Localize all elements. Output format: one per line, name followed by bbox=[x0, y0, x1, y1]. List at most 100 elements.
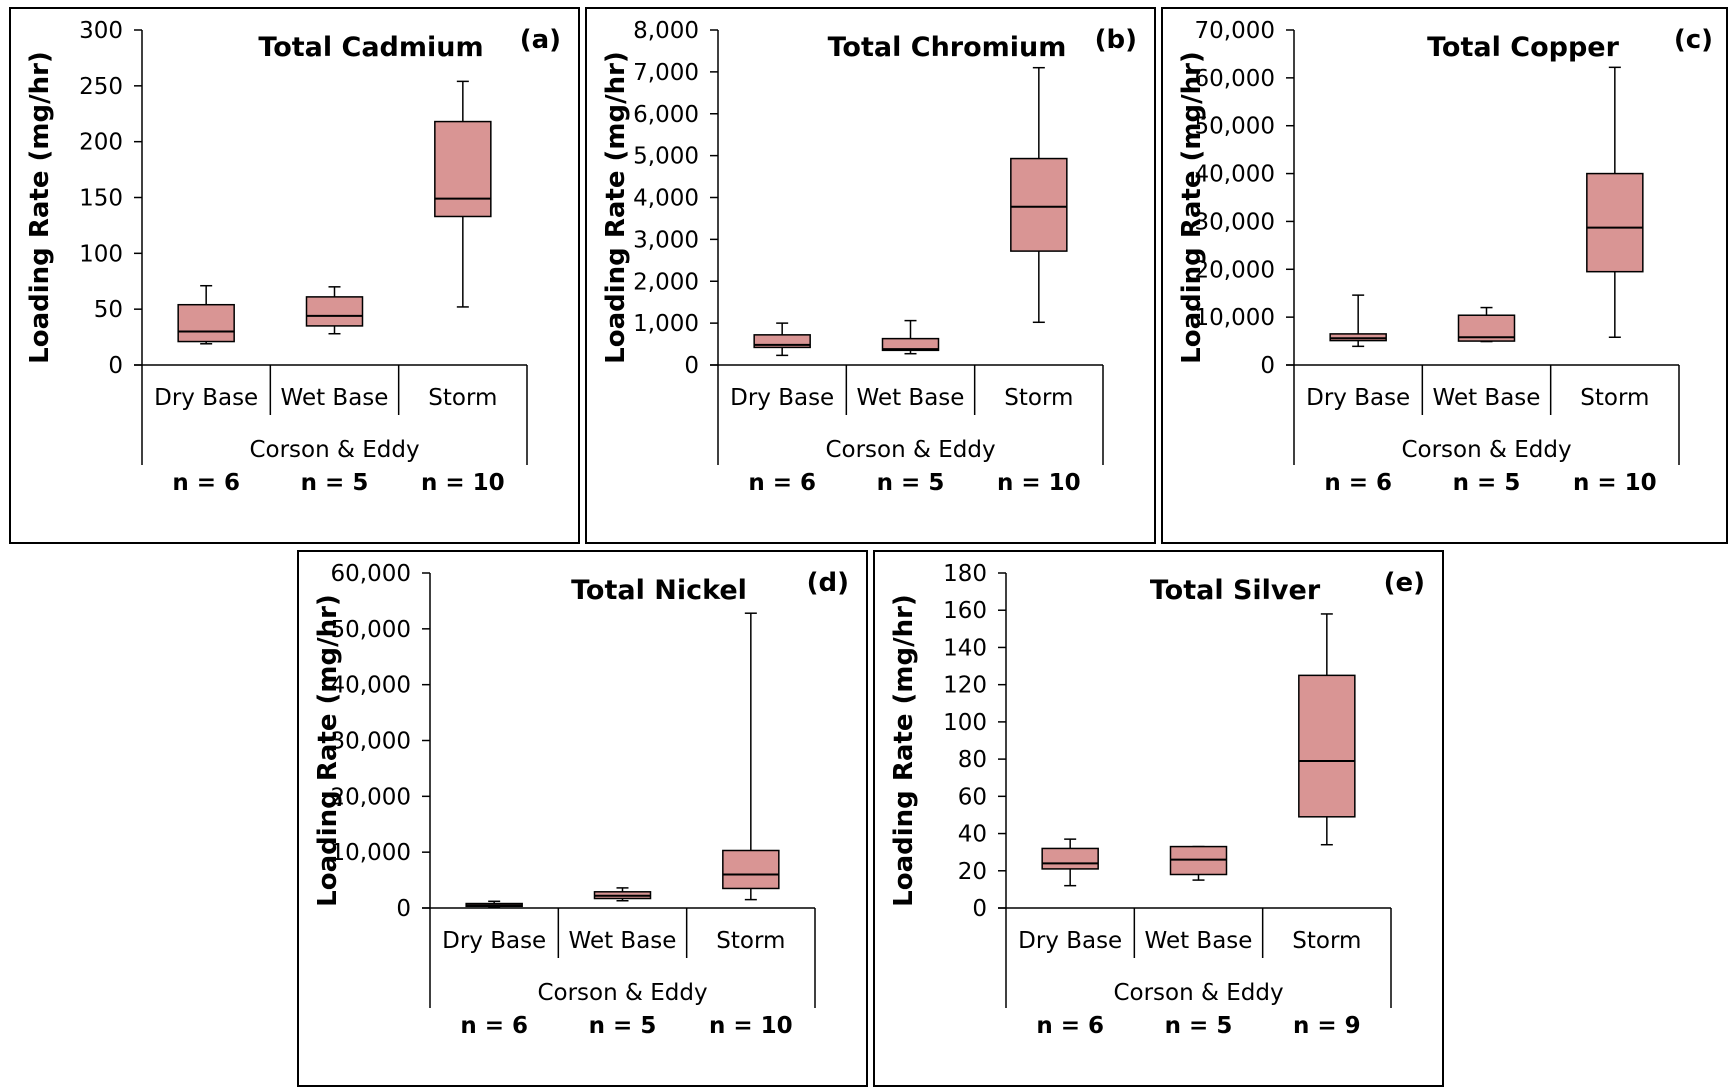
y-tick-label: 40 bbox=[958, 822, 987, 848]
box-storm bbox=[1298, 674, 1356, 818]
category-label-wet-base: Wet Base bbox=[281, 385, 389, 411]
y-tick-label: 6,000 bbox=[633, 102, 699, 128]
box-storm bbox=[434, 120, 492, 218]
y-tick-label: 4,000 bbox=[633, 186, 699, 212]
y-tick-label: 10,000 bbox=[331, 840, 411, 866]
x-group-label: Corson & Eddy bbox=[825, 437, 995, 463]
sample-size-label: n = 10 bbox=[421, 470, 505, 496]
y-tick-label: 3,000 bbox=[633, 227, 699, 253]
y-axis-label: Loading Rate (mg/hr) bbox=[601, 51, 631, 364]
category-label-dry-base: Dry Base bbox=[1306, 385, 1410, 411]
chart-panel-b: 0 1,000 2,000 3,000 4,000 5,000 6,000 7,000 8,00… bbox=[585, 7, 1156, 544]
box-dry-base bbox=[177, 303, 235, 343]
box-storm bbox=[1586, 172, 1644, 273]
box-storm bbox=[722, 849, 780, 890]
y-tick-label: 40,000 bbox=[331, 673, 411, 699]
y-axis-label: Loading Rate (mg/hr) bbox=[1177, 51, 1207, 364]
sample-size-label: n = 6 bbox=[460, 1013, 528, 1039]
box-dry-base bbox=[1041, 847, 1099, 870]
sample-size-label: n = 6 bbox=[1324, 470, 1392, 496]
y-tick-label: 7,000 bbox=[633, 60, 699, 86]
y-tick-label: 50,000 bbox=[1195, 114, 1275, 140]
y-tick-label: 70,000 bbox=[1195, 18, 1275, 44]
sample-size-label: n = 9 bbox=[1293, 1013, 1361, 1039]
y-tick-label: 120 bbox=[943, 673, 987, 699]
panel-letter: (e) bbox=[1384, 568, 1425, 598]
sample-size-label: n = 5 bbox=[1453, 470, 1521, 496]
y-tick-label: 300 bbox=[79, 18, 123, 44]
category-label-storm: Storm bbox=[1292, 928, 1361, 954]
category-label-storm: Storm bbox=[1580, 385, 1649, 411]
chart-svg-b: 0 1,000 2,000 3,000 4,000 5,000 6,000 7,000 8,00… bbox=[601, 18, 1137, 496]
box-storm bbox=[1010, 157, 1068, 252]
y-tick-label: 8,000 bbox=[633, 18, 699, 44]
y-tick-label: 2,000 bbox=[633, 269, 699, 295]
sample-size-label: n = 5 bbox=[589, 1013, 657, 1039]
chart-panel-d: 0 10,000 20,000 30,000 40,000 50,000 60,000 Dry… bbox=[297, 550, 868, 1087]
sample-size-label: n = 6 bbox=[172, 470, 240, 496]
y-tick-label: 160 bbox=[943, 598, 987, 624]
y-tick-label: 10,000 bbox=[1195, 305, 1275, 331]
chart-title: Total Silver bbox=[1150, 575, 1321, 606]
chart-title: Total Cadmium bbox=[258, 32, 483, 63]
y-tick-label: 200 bbox=[79, 130, 123, 156]
x-group-label: Corson & Eddy bbox=[537, 980, 707, 1006]
y-tick-label: 0 bbox=[396, 896, 411, 922]
box-wet-base bbox=[305, 296, 364, 327]
panel-letter: (d) bbox=[807, 568, 849, 598]
y-tick-label: 5,000 bbox=[633, 144, 699, 170]
y-tick-label: 30,000 bbox=[331, 729, 411, 755]
y-tick-label: 1,000 bbox=[633, 311, 699, 337]
y-axis-label: Loading Rate (mg/hr) bbox=[889, 594, 919, 907]
sample-size-label: n = 10 bbox=[709, 1013, 793, 1039]
x-group-label: Corson & Eddy bbox=[1113, 980, 1283, 1006]
category-label-wet-base: Wet Base bbox=[1145, 928, 1253, 954]
y-tick-label: 100 bbox=[79, 241, 123, 267]
y-axis-label: Loading Rate (mg/hr) bbox=[313, 594, 343, 907]
sample-size-label: n = 5 bbox=[1165, 1013, 1233, 1039]
y-tick-label: 0 bbox=[684, 353, 699, 379]
x-group-label: Corson & Eddy bbox=[1401, 437, 1571, 463]
sample-size-label: n = 5 bbox=[301, 470, 369, 496]
y-tick-label: 100 bbox=[943, 710, 987, 736]
y-tick-label: 20,000 bbox=[331, 784, 411, 810]
y-tick-label: 30,000 bbox=[1195, 209, 1275, 235]
chart-svg-d: 0 10,000 20,000 30,000 40,000 50,000 60,000 Dry… bbox=[313, 561, 849, 1039]
chart-title: Total Copper bbox=[1427, 32, 1619, 63]
chart-svg-e: 0 20 40 60 80 100 120 140 160 180 Dry Base Wet Base… bbox=[889, 561, 1425, 1039]
y-tick-label: 50 bbox=[94, 297, 123, 323]
y-tick-label: 0 bbox=[1260, 353, 1275, 379]
category-label-dry-base: Dry Base bbox=[730, 385, 834, 411]
y-tick-label: 150 bbox=[79, 186, 123, 212]
y-tick-label: 60,000 bbox=[1195, 66, 1275, 92]
category-label-dry-base: Dry Base bbox=[1018, 928, 1122, 954]
sample-size-label: n = 5 bbox=[877, 470, 945, 496]
y-tick-label: 0 bbox=[972, 896, 987, 922]
y-tick-label: 60,000 bbox=[331, 561, 411, 587]
x-group-label: Corson & Eddy bbox=[249, 437, 419, 463]
y-tick-label: 180 bbox=[943, 561, 987, 587]
category-label-wet-base: Wet Base bbox=[1433, 385, 1541, 411]
sample-size-label: n = 10 bbox=[1573, 470, 1657, 496]
sample-size-label: n = 6 bbox=[748, 470, 816, 496]
category-label-storm: Storm bbox=[716, 928, 785, 954]
category-label-storm: Storm bbox=[428, 385, 497, 411]
y-tick-label: 80 bbox=[958, 747, 987, 773]
box-wet-base bbox=[881, 337, 940, 352]
y-tick-label: 60 bbox=[958, 784, 987, 810]
y-tick-label: 20 bbox=[958, 859, 987, 885]
chart-panel-c: 0 10,000 20,000 30,000 40,000 50,000 60,000 70,… bbox=[1161, 7, 1728, 544]
panel-letter: (a) bbox=[520, 25, 561, 55]
category-label-dry-base: Dry Base bbox=[154, 385, 258, 411]
chart-title: Total Nickel bbox=[571, 575, 747, 606]
chart-panel-a: 0 50 100 150 200 250 300 Dry Base Wet Base Storm C… bbox=[9, 7, 580, 544]
panel-letter: (c) bbox=[1674, 25, 1713, 55]
y-tick-label: 140 bbox=[943, 635, 987, 661]
y-tick-label: 40,000 bbox=[1195, 162, 1275, 188]
chart-svg-a: 0 50 100 150 200 250 300 Dry Base Wet Base Storm C… bbox=[25, 18, 561, 496]
y-tick-label: 50,000 bbox=[331, 617, 411, 643]
chart-svg-c: 0 10,000 20,000 30,000 40,000 50,000 60,000 70,… bbox=[1177, 18, 1713, 496]
y-axis-label: Loading Rate (mg/hr) bbox=[25, 51, 55, 364]
chart-panel-e: 0 20 40 60 80 100 120 140 160 180 Dry Base Wet Base… bbox=[873, 550, 1444, 1087]
y-tick-label: 250 bbox=[79, 74, 123, 100]
